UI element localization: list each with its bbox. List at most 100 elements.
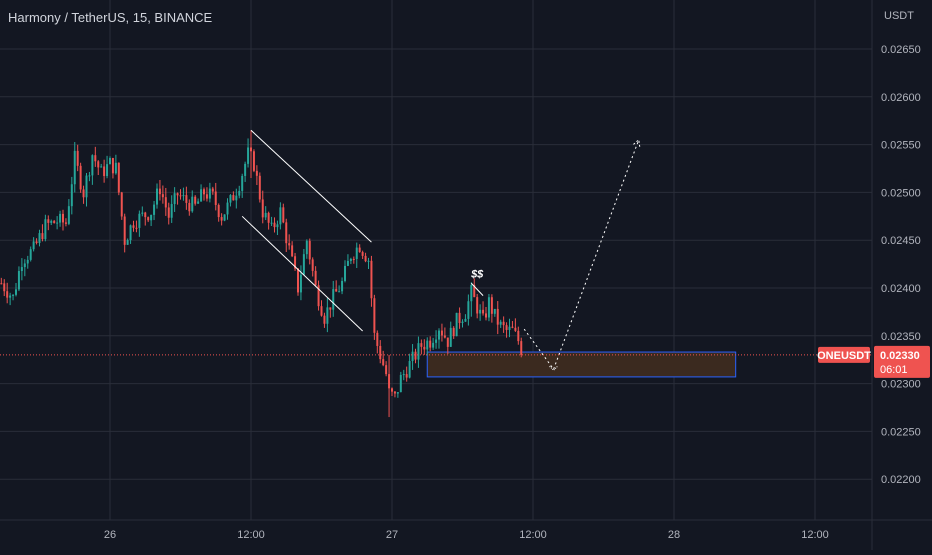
candle (182, 187, 185, 201)
symbol-tag: ONEUSDT (817, 350, 871, 362)
candle-body (346, 260, 349, 266)
candle (158, 180, 161, 201)
candle-body (135, 227, 138, 229)
channel-upper-line[interactable] (250, 129, 372, 243)
candle (388, 354, 391, 418)
candle-body (370, 260, 373, 299)
candle-body (141, 212, 144, 214)
candle-body (56, 222, 59, 224)
candle (326, 298, 329, 333)
candle (455, 312, 458, 337)
candle (379, 340, 382, 364)
candle (458, 307, 461, 329)
candle (226, 198, 229, 220)
candle-body (458, 312, 461, 323)
candle-body (241, 175, 244, 191)
candle-body (417, 343, 420, 360)
candle (62, 209, 64, 231)
candle (238, 185, 241, 199)
channel-lower-line[interactable] (241, 215, 363, 332)
candle (176, 192, 179, 205)
candle (64, 218, 67, 227)
candle-body (117, 162, 120, 193)
candle-body (373, 298, 376, 333)
candle-body (9, 295, 12, 298)
candle-body (391, 388, 393, 392)
candle-body (235, 195, 238, 201)
candle (185, 186, 188, 210)
candle-body (41, 233, 44, 240)
candle-body (147, 217, 150, 221)
candle (341, 277, 344, 295)
candle-body (182, 195, 185, 197)
peak-line[interactable] (470, 282, 484, 296)
candle-body (496, 308, 499, 325)
candle (91, 154, 94, 185)
candle-body (106, 164, 109, 177)
candle-body (12, 294, 15, 296)
candle-body (217, 204, 220, 218)
candle-body (311, 259, 314, 271)
demand-zone[interactable] (426, 351, 737, 378)
candle-body (514, 327, 517, 331)
candle-body (349, 258, 352, 261)
candle (487, 293, 490, 322)
y-tick-label: 0.02650 (881, 44, 921, 56)
candle (417, 336, 420, 368)
candle-body (361, 252, 364, 256)
candle-body (505, 325, 508, 330)
candle-body (308, 240, 311, 260)
candle (235, 188, 238, 209)
price-tag-countdown: 06:01 (880, 364, 908, 376)
candle (214, 182, 217, 211)
candle (411, 344, 414, 370)
candle (67, 199, 70, 226)
y-axis-unit: USDT (884, 10, 914, 22)
y-tick-label: 0.02200 (881, 474, 921, 486)
projection-path[interactable] (523, 139, 640, 371)
candle-body (73, 150, 76, 185)
candle (229, 194, 232, 207)
candle (73, 142, 76, 193)
candle (352, 256, 355, 264)
candle-body (47, 219, 50, 223)
candle-body (264, 212, 267, 218)
candle (291, 241, 294, 258)
candle (144, 211, 147, 226)
candle (440, 323, 443, 342)
candle-body (138, 213, 141, 228)
candle (205, 187, 208, 202)
candle (461, 319, 464, 328)
candle-body (238, 190, 241, 196)
candle (258, 172, 261, 203)
candle (414, 348, 417, 364)
candle-body (467, 301, 470, 319)
candle-body (511, 326, 514, 328)
candle-body (443, 335, 446, 338)
candle-body (341, 280, 344, 292)
candle-body (326, 307, 329, 324)
candle-body (332, 289, 335, 310)
candle (496, 301, 499, 335)
drawings[interactable]: $$ (241, 129, 641, 371)
candle-body (429, 340, 432, 348)
candle-body (59, 213, 62, 223)
demand-zone-rect[interactable] (426, 351, 737, 378)
candle-body (455, 312, 458, 337)
candle-body (470, 285, 473, 302)
candle (473, 278, 476, 298)
candle (211, 186, 214, 195)
candle-body (158, 188, 161, 195)
candle-body (520, 341, 523, 355)
candle-body (70, 184, 73, 207)
candle-body (255, 170, 258, 176)
x-tick-label: 12:00 (801, 529, 829, 541)
candle (70, 176, 73, 215)
candle (273, 217, 276, 233)
candle (232, 191, 235, 201)
candle-body (252, 151, 255, 171)
candle-body (17, 271, 20, 290)
candle-body (100, 166, 103, 168)
candle (502, 316, 505, 333)
